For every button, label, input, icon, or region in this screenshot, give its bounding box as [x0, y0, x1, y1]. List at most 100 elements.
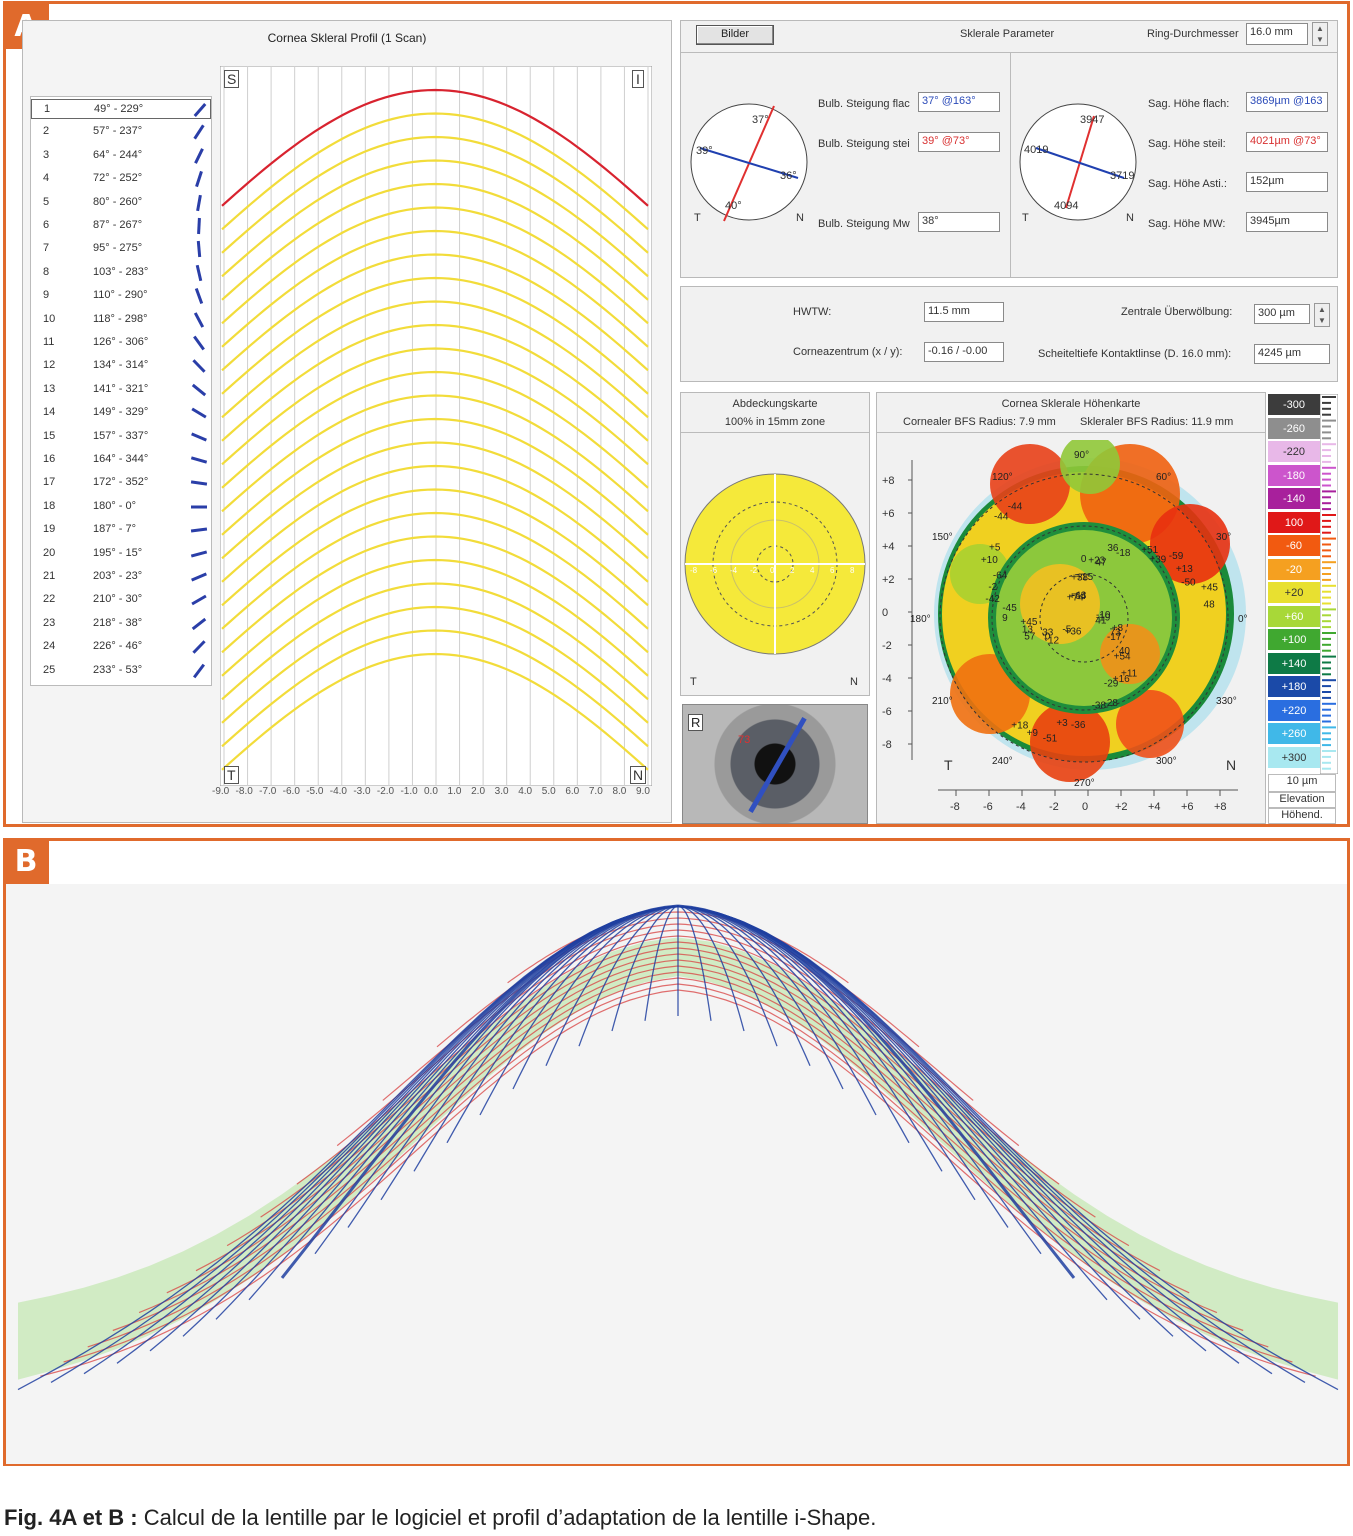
heightmap-value: -50: [1181, 578, 1196, 589]
scan-row[interactable]: 10 118° - 298°: [31, 310, 211, 330]
scan-row[interactable]: 16 164° - 344°: [31, 450, 211, 470]
scan-row[interactable]: 11 126° - 306°: [31, 333, 211, 353]
center-label: Corneazentrum (x / y):: [793, 346, 903, 358]
profile-curve: [221, 488, 649, 607]
scan-row[interactable]: 14 149° - 329°: [31, 403, 211, 423]
x-tick-label: +8: [1214, 801, 1227, 813]
scan-row[interactable]: 18 180° - 0°: [31, 497, 211, 517]
scan-row[interactable]: 3 64° - 244°: [31, 146, 211, 166]
legend-swatch: -20: [1268, 558, 1320, 581]
scan-number: 12: [43, 359, 56, 372]
mesh-meridian: [677, 905, 844, 1090]
scan-row[interactable]: 2 57° - 237°: [31, 122, 211, 142]
scan-row[interactable]: 20 195° - 15°: [31, 544, 211, 564]
eye-lens-axis: [748, 716, 807, 814]
sag-asti-field[interactable]: 152µm: [1246, 172, 1328, 192]
mesh-meridian: [512, 905, 679, 1090]
mesh-meridian: [347, 905, 679, 1228]
mesh-meridian: [677, 905, 910, 1144]
scan-range: 110° - 290°: [93, 289, 148, 302]
y-tick-label: -2: [882, 640, 892, 652]
heightmap-value: 0: [1081, 554, 1087, 565]
heightmap-value: +8: [1112, 623, 1124, 634]
scan-row[interactable]: 4 72° - 252°: [31, 169, 211, 189]
scan-row[interactable]: 7 95° - 275°: [31, 239, 211, 259]
angle-label: 150°: [932, 532, 953, 543]
legend-swatch: -60: [1268, 535, 1320, 557]
skleral-title: Sklerale Parameter: [960, 28, 1055, 40]
bulb-mw-field[interactable]: 38°: [918, 212, 1000, 232]
scan-row[interactable]: 23 218° - 38°: [31, 614, 211, 634]
scan-row[interactable]: 5 80° - 260°: [31, 193, 211, 213]
heightmap-value: +10: [981, 555, 998, 566]
scan-row[interactable]: 15 157° - 337°: [31, 427, 211, 447]
sag-steep-field[interactable]: 4021µm @73°: [1246, 132, 1328, 152]
scan-row[interactable]: 21 203° - 23°: [31, 567, 211, 587]
sag-mw-field[interactable]: 3945µm: [1246, 212, 1328, 232]
legend-swatch: 100: [1268, 511, 1320, 534]
scan-row[interactable]: 19 187° - 7°: [31, 520, 211, 540]
heightmap-value: +51: [1141, 545, 1158, 556]
profile-curve: [221, 229, 649, 348]
vault-spinner[interactable]: ▲ ▼: [1314, 303, 1330, 327]
scan-number: 14: [43, 406, 56, 419]
bulb-mw-label: Bulb. Steigung Mw: [818, 218, 910, 230]
mesh-meridian: [644, 905, 679, 1021]
scan-row[interactable]: 17 172° - 352°: [31, 473, 211, 493]
scan-axis-icon: [190, 527, 208, 533]
angle-label: 60°: [1156, 472, 1171, 483]
legend-swatch: +60: [1268, 605, 1320, 628]
heightmap-value: -44: [994, 512, 1009, 523]
bulb-flat-field[interactable]: 37° @163°: [918, 92, 1000, 112]
sag-flat-label: Sag. Höhe flach:: [1148, 98, 1230, 110]
profile-curve: [221, 511, 649, 630]
bulb-steep-field[interactable]: 39° @73°: [918, 132, 1000, 152]
bilder-button[interactable]: Bilder: [696, 25, 774, 45]
scan-row[interactable]: 1 49° - 229°: [31, 99, 211, 119]
profile-curve: [221, 394, 649, 513]
circle2-bottom: 4094: [1054, 200, 1079, 212]
caption-bold: Fig. 4A et B :: [4, 1505, 138, 1530]
scan-range: 134° - 314°: [93, 359, 149, 372]
sag-lens-field[interactable]: 4245 µm: [1254, 344, 1330, 364]
heightmap-value: 47: [1095, 557, 1107, 568]
profile-curve: [221, 441, 649, 560]
bulb-angle-circle: [690, 103, 808, 222]
scan-row[interactable]: 12 134° - 314°: [31, 356, 211, 376]
coverage-tick: 6: [830, 566, 835, 575]
profile-curve: [221, 652, 649, 771]
skleral-hline: [681, 52, 1337, 53]
scan-row[interactable]: 25 233° - 53°: [31, 661, 211, 681]
eye-label: R: [688, 714, 704, 731]
scan-row[interactable]: 8 103° - 283°: [31, 263, 211, 283]
scan-number: 11: [43, 336, 55, 348]
scan-row[interactable]: 6 87° - 267°: [31, 216, 211, 236]
scan-row[interactable]: 22 210° - 30°: [31, 590, 211, 610]
heightmap-value: 73: [1110, 628, 1122, 639]
heightmap-value: 12: [1048, 636, 1060, 647]
profile-chart[interactable]: [220, 66, 652, 786]
panel-b-badge: B: [3, 838, 49, 884]
profile-curve: [221, 253, 649, 372]
heightmap-value: -64: [993, 571, 1008, 582]
ring-spinner[interactable]: ▲ ▼: [1312, 22, 1328, 46]
scan-row[interactable]: 13 141° - 321°: [31, 380, 211, 400]
ring-diameter-field[interactable]: 16.0 mm: [1246, 23, 1308, 45]
eye-photo: [682, 704, 868, 824]
heightmap-value: +45: [1201, 583, 1218, 594]
sag-flat-field[interactable]: 3869µm @163: [1246, 92, 1328, 112]
scan-range: 195° - 15°: [93, 546, 143, 559]
legend-swatch: +20: [1268, 582, 1320, 604]
profile-corner-i: I: [632, 70, 644, 88]
hvid-field[interactable]: 11.5 mm: [924, 302, 1004, 322]
mesh-meridian: [578, 905, 679, 1047]
scan-row[interactable]: 24 226° - 46°: [31, 637, 211, 657]
scan-row[interactable]: 9 110° - 290°: [31, 286, 211, 306]
scan-list[interactable]: 1 49° - 229° 2 57° - 237° 3 64° - 244° 4 72° - …: [30, 96, 212, 686]
circle2-top: 3947: [1080, 114, 1105, 126]
x-tick-label: 0: [1082, 801, 1088, 813]
scan-range: 126° - 306°: [93, 336, 149, 348]
vault-field[interactable]: 300 µm: [1254, 304, 1310, 324]
heightmap-value: +5: [989, 543, 1001, 554]
center-field[interactable]: -0.16 / -0.00: [924, 342, 1004, 362]
